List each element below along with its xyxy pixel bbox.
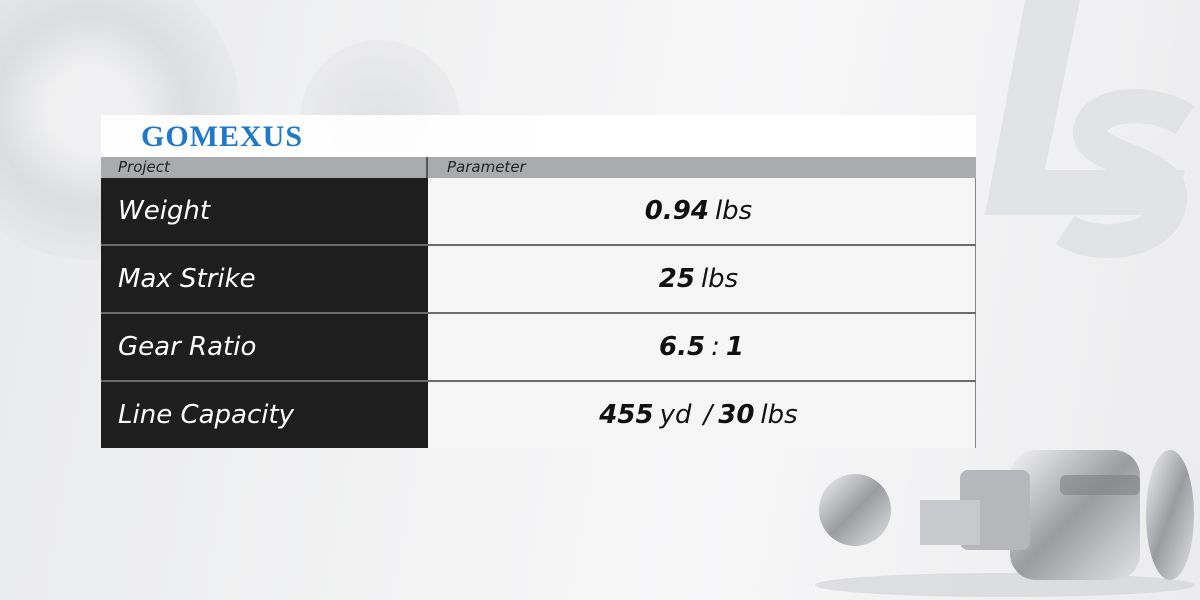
row-value: 455 yd /30 lbs — [428, 382, 976, 448]
value-number: 30 — [718, 400, 755, 430]
background-letter-l-shape — [985, 0, 1185, 215]
table-body: Weight 0.94 lbs Max Strike 25 lbs Gear Ratio 6.… — [101, 178, 976, 448]
table-row: Line Capacity 455 yd /30 lbs — [101, 382, 976, 448]
table-row: Gear Ratio 6.5:1 — [101, 314, 976, 382]
row-value: 0.94 lbs — [428, 178, 976, 244]
fishing-reel-image — [815, 450, 1195, 597]
spec-table: GOMEXUS Project Parameter Weight 0.94 lbs M… — [101, 115, 976, 448]
row-label: Weight — [101, 178, 428, 244]
value-number: 1 — [725, 332, 744, 362]
value-unit: lbs — [760, 400, 798, 430]
value-unit: lbs — [700, 264, 739, 294]
background-letter-s-shape — [1055, 89, 1195, 259]
brand-logo: GOMEXUS — [141, 120, 304, 153]
row-value: 25 lbs — [428, 246, 976, 312]
background-letter-shapes — [985, 0, 1195, 259]
row-value: 6.5:1 — [428, 314, 976, 380]
row-label: Max Strike — [101, 246, 428, 312]
value-unit: / — [703, 400, 713, 430]
header-project: Project — [101, 157, 428, 178]
value-number: 25 — [658, 264, 695, 294]
logo-row: GOMEXUS — [101, 115, 976, 157]
table-row: Weight 0.94 lbs — [101, 178, 976, 246]
value-number: 0.94 — [644, 196, 709, 226]
value-unit: lbs — [714, 196, 753, 226]
row-label: Line Capacity — [101, 382, 428, 448]
row-label: Gear Ratio — [101, 314, 428, 380]
table-header: Project Parameter — [101, 157, 976, 178]
value-unit: yd — [659, 400, 692, 430]
value-unit: : — [711, 332, 720, 362]
value-number: 6.5 — [659, 332, 706, 362]
header-parameter: Parameter — [447, 158, 526, 176]
table-row: Max Strike 25 lbs — [101, 246, 976, 314]
value-number: 455 — [599, 400, 654, 430]
